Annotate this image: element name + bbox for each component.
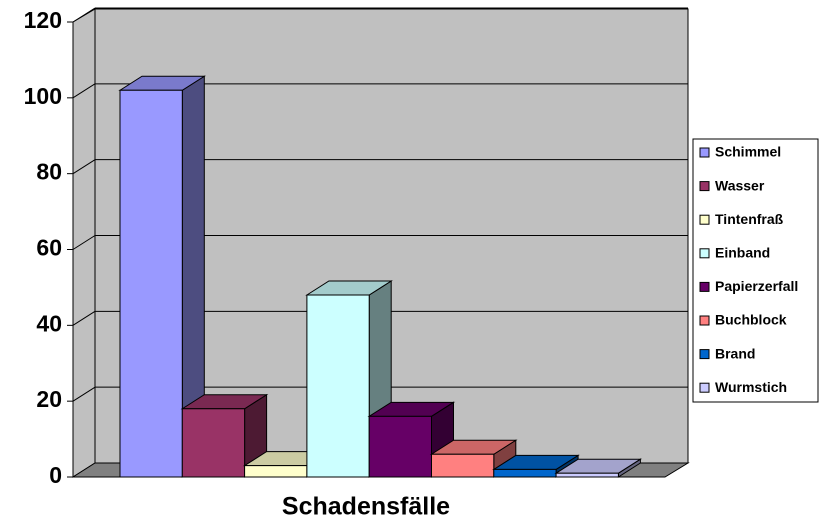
grid-line bbox=[72, 159, 96, 175]
x-category-label: Schadensfälle bbox=[282, 493, 450, 521]
legend-label: Brand bbox=[715, 345, 755, 361]
legend-label: Papierzerfall bbox=[715, 278, 798, 294]
bar bbox=[181, 408, 246, 478]
legend-swatch bbox=[699, 281, 710, 292]
bar bbox=[493, 468, 557, 478]
legend-swatch bbox=[699, 248, 710, 259]
legend-swatch bbox=[699, 382, 710, 393]
bar bbox=[368, 415, 433, 478]
bar bbox=[306, 294, 370, 478]
bars bbox=[118, 75, 643, 478]
y-tick-label: 120 bbox=[24, 7, 62, 33]
legend-label: Wasser bbox=[715, 177, 765, 193]
bar bbox=[431, 453, 495, 478]
grid-line bbox=[72, 7, 96, 23]
bar bbox=[555, 472, 619, 478]
legend-swatch bbox=[699, 315, 710, 326]
grid-line bbox=[72, 310, 96, 326]
grid-line bbox=[72, 386, 96, 402]
legend-swatch bbox=[699, 214, 710, 225]
legend-swatch bbox=[699, 181, 710, 192]
y-tick-label: 0 bbox=[49, 462, 62, 488]
y-tick-label: 60 bbox=[36, 235, 62, 261]
bar bbox=[119, 89, 183, 478]
grid-line bbox=[72, 235, 96, 250]
legend-label: Tintenfraß bbox=[715, 211, 784, 227]
legend-label: Wurmstich bbox=[715, 379, 787, 395]
legend-label: Schimmel bbox=[715, 144, 781, 160]
y-tick-label: 40 bbox=[36, 310, 62, 336]
legend bbox=[692, 138, 819, 403]
legend-swatch bbox=[699, 147, 710, 158]
legend-label: Einband bbox=[715, 245, 770, 261]
y-tick-label: 20 bbox=[36, 386, 62, 412]
legend-label: Buchblock bbox=[715, 312, 787, 328]
grid-line bbox=[72, 83, 96, 99]
legend-items: Schimmel Wasser Tintenfraß Einband Papierzer… bbox=[699, 144, 798, 395]
bar bbox=[244, 465, 308, 478]
y-tick-label: 80 bbox=[36, 159, 62, 185]
legend-swatch bbox=[699, 349, 710, 360]
y-tick-label: 100 bbox=[24, 83, 62, 109]
